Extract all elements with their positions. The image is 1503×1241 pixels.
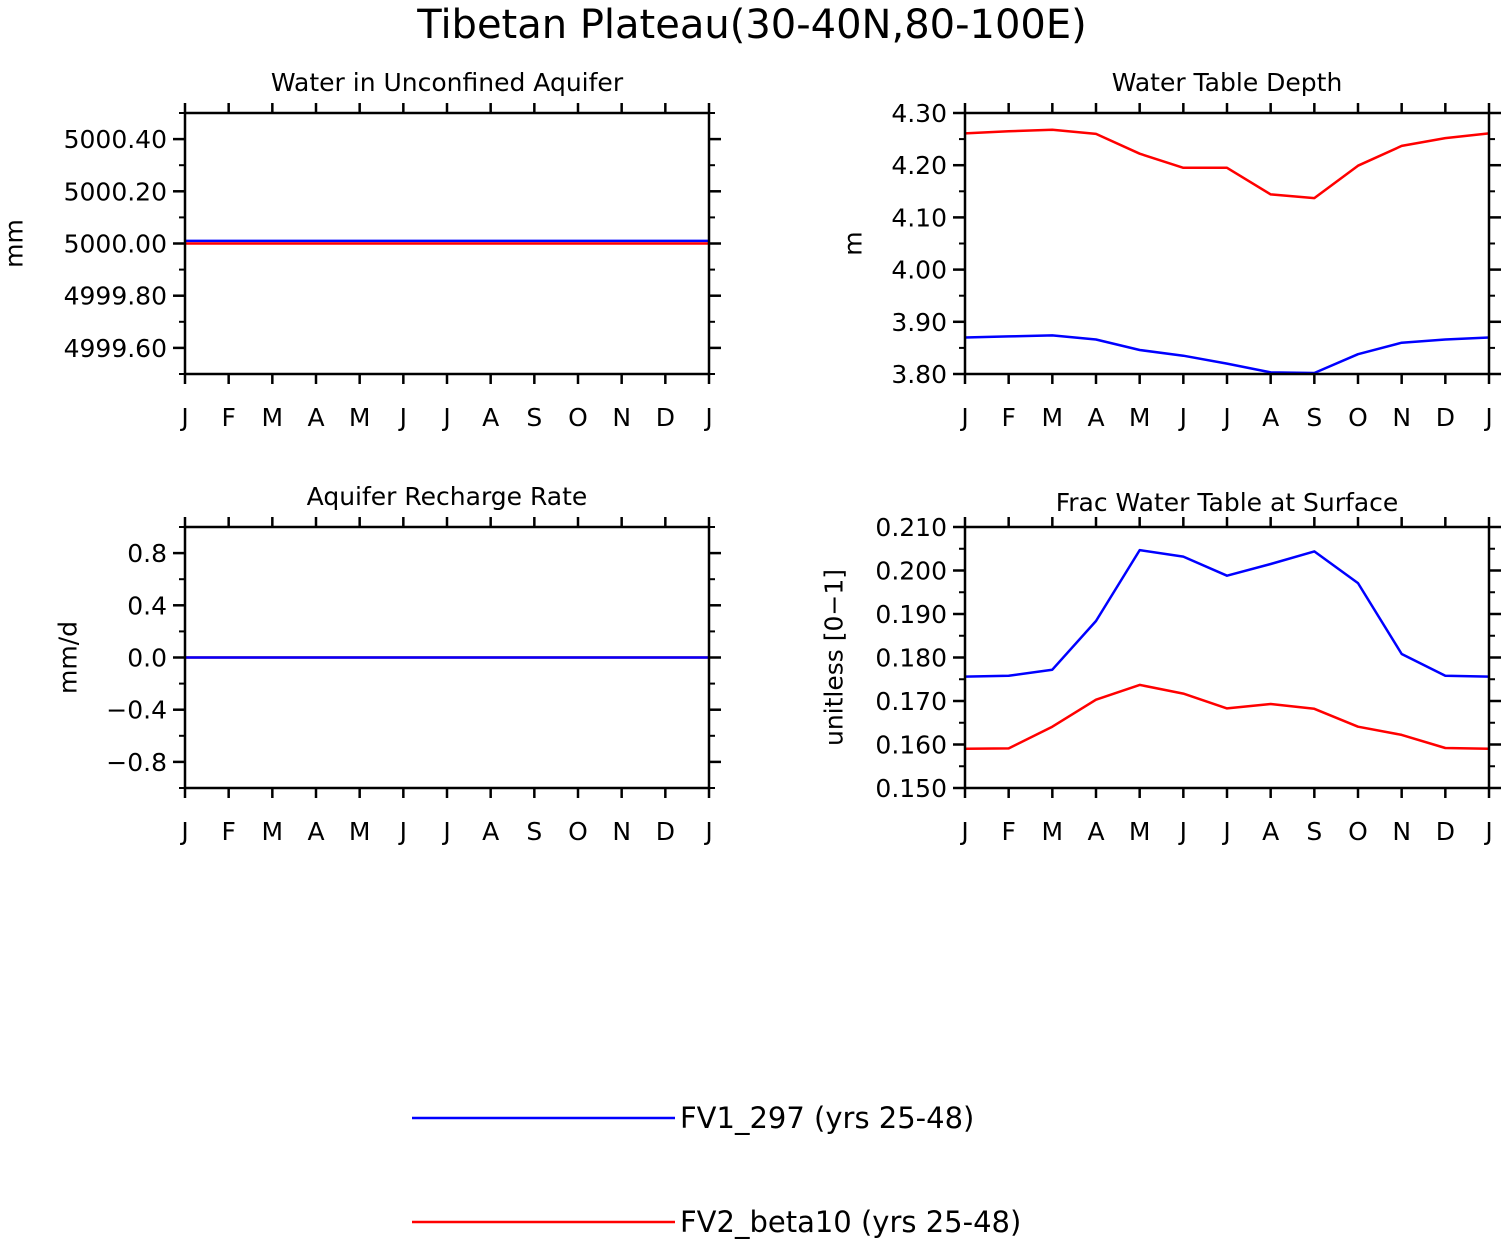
x-tick-label: J [959, 817, 968, 846]
x-tick-label: M [1042, 817, 1064, 846]
panel-title: Water in Unconfined Aquifer [271, 68, 624, 97]
x-tick-label: J [1221, 403, 1230, 432]
y-tick-label: 4999.80 [64, 282, 167, 311]
legend-label: FV1_297 (yrs 25-48) [680, 1101, 974, 1135]
y-tick-label: 3.80 [891, 360, 947, 389]
x-tick-label: J [1221, 817, 1230, 846]
x-tick-label: A [307, 403, 324, 432]
x-tick-label: O [1348, 817, 1368, 846]
y-tick-label: 0.210 [875, 513, 947, 542]
y-tick-label: 0.200 [875, 557, 947, 586]
x-tick-label: S [526, 817, 542, 846]
x-tick-label: O [568, 817, 588, 846]
y-tick-label: −0.8 [106, 748, 167, 777]
x-tick-label: J [398, 817, 407, 846]
x-tick-label: M [1129, 817, 1151, 846]
x-tick-label: F [1001, 817, 1015, 846]
x-tick-label: J [179, 403, 188, 432]
x-tick-label: F [221, 817, 235, 846]
x-tick-label: S [526, 403, 542, 432]
y-axis-label: unitless [0−1] [820, 569, 849, 746]
x-tick-label: J [441, 817, 450, 846]
y-tick-label: 0.160 [875, 731, 947, 760]
x-tick-label: N [1392, 817, 1411, 846]
x-tick-label: F [1001, 403, 1015, 432]
x-tick-label: D [1436, 403, 1455, 432]
x-tick-label: D [656, 817, 675, 846]
series-line-2 [964, 128, 1490, 200]
x-tick-label: A [1262, 817, 1279, 846]
x-tick-label: M [262, 403, 284, 432]
x-tick-label: J [1178, 817, 1187, 846]
x-tick-label: J [703, 817, 712, 846]
x-tick-label: A [1087, 403, 1104, 432]
panel-title: Aquifer Recharge Rate [307, 482, 588, 511]
x-tick-label: S [1306, 817, 1322, 846]
y-axis-label: m [839, 231, 868, 255]
y-tick-label: 4.10 [891, 203, 947, 232]
x-tick-label: M [1042, 403, 1064, 432]
x-tick-label: J [1483, 817, 1492, 846]
figure-title: Tibetan Plateau(30-40N,80-100E) [416, 2, 1087, 48]
x-tick-label: A [482, 817, 499, 846]
y-tick-label: 0.170 [875, 687, 947, 716]
panel-title: Water Table Depth [1112, 68, 1343, 97]
y-tick-label: 4.00 [891, 256, 947, 285]
x-tick-label: M [349, 817, 371, 846]
y-axis-label: mm/d [54, 621, 83, 694]
y-tick-label: 0.180 [875, 644, 947, 673]
panel-title: Frac Water Table at Surface [1056, 488, 1399, 517]
x-tick-label: M [262, 817, 284, 846]
x-tick-label: N [612, 403, 631, 432]
y-tick-label: 4999.60 [64, 334, 167, 363]
x-tick-label: M [1129, 403, 1151, 432]
x-tick-label: A [1087, 817, 1104, 846]
y-tick-label: 5000.00 [64, 230, 167, 259]
x-tick-label: O [568, 403, 588, 432]
series-line-1 [964, 334, 1490, 375]
x-tick-label: D [656, 403, 675, 432]
y-tick-label: 5000.20 [64, 177, 167, 206]
x-tick-label: A [307, 817, 324, 846]
y-tick-label: 0.4 [127, 591, 167, 620]
x-tick-label: J [1483, 403, 1492, 432]
y-tick-label: 0.190 [875, 600, 947, 629]
y-tick-label: −0.4 [106, 696, 167, 725]
x-tick-label: N [1392, 403, 1411, 432]
x-tick-label: O [1348, 403, 1368, 432]
x-tick-label: J [398, 403, 407, 432]
y-axis-label: mm [0, 219, 29, 268]
x-tick-label: M [349, 403, 371, 432]
y-tick-label: 0.8 [127, 539, 167, 568]
x-tick-label: J [1178, 403, 1187, 432]
x-tick-label: S [1306, 403, 1322, 432]
chart-panel-4: Frac Water Table at Surface unitless [0−1… [820, 488, 1501, 846]
y-tick-label: 4.20 [891, 151, 947, 180]
x-tick-label: F [221, 403, 235, 432]
y-tick-label: 5000.40 [64, 125, 167, 154]
y-tick-label: 0.150 [875, 774, 947, 803]
y-tick-label: 4.30 [891, 99, 947, 128]
series-line-2 [964, 683, 1490, 751]
series-line-1 [964, 548, 1490, 678]
x-tick-label: A [482, 403, 499, 432]
x-tick-label: J [703, 403, 712, 432]
x-tick-label: J [179, 817, 188, 846]
y-tick-label: 3.90 [891, 308, 947, 337]
x-tick-label: D [1436, 817, 1455, 846]
legend: FV1_297 (yrs 25-48) FV2_beta10 (yrs 25-48… [412, 1101, 1021, 1239]
x-tick-label: A [1262, 403, 1279, 432]
x-tick-label: J [959, 403, 968, 432]
x-tick-label: J [441, 403, 450, 432]
legend-label: FV2_beta10 (yrs 25-48) [680, 1205, 1021, 1239]
x-tick-label: N [612, 817, 631, 846]
y-tick-label: 0.0 [127, 644, 167, 673]
